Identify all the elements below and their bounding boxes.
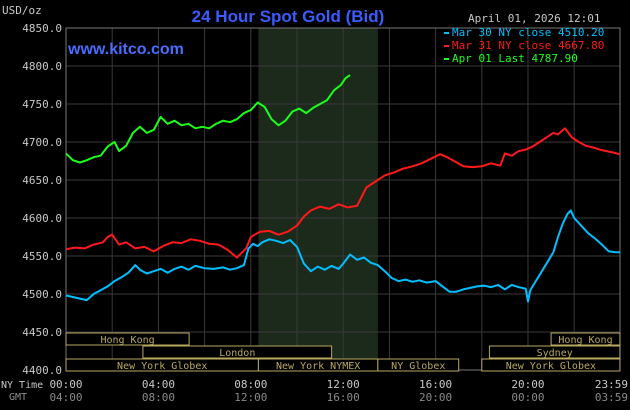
market-sessions: Hong Kong London New York Globex New York N… [65,332,621,372]
market-session-label: Hong Kong [100,335,154,346]
y-tick-label: 4400.0 [22,364,62,377]
legend-label: Mar 31 NY close 4667.80 [452,39,604,52]
timestamp: April 01, 2026 12:01 [468,12,600,25]
market-session-label: New York Globex [506,361,596,372]
nymex-shade-rect [258,28,378,370]
x-tick-label-gmt: 04:00 [49,391,82,404]
market-session-label: London [219,348,255,359]
y-tick-label: 4450.0 [22,326,62,339]
unit-label: USD/oz [2,4,42,17]
market-session-label: Sydney [537,348,573,359]
y-tick-label: 4700.0 [22,136,62,149]
x-tick-label-ny: 16:00 [419,378,452,391]
legend-swatch [444,58,449,60]
y-axis-ticks: 4850.0 4800.0 4750.0 4700.0 4650.0 4600.0 4550… [22,22,62,377]
watermark: www.kitco.com [67,41,184,58]
market-session: New York Globex [481,358,621,372]
y-tick-label: 4600.0 [22,212,62,225]
x-tick-label-gmt: 20:00 [419,391,452,404]
market-session: Hong Kong [65,332,190,346]
legend-swatch [444,32,449,34]
market-session: London [142,345,333,359]
y-tick-label: 4850.0 [22,22,62,35]
chart-title: 24 Hour Spot Gold (Bid) [192,7,385,26]
series-line [65,127,621,259]
x-tick-label-ny: 00:00 [49,378,82,391]
x-tick-label-gmt: 16:00 [327,391,360,404]
market-session: New York Globex [65,358,259,372]
market-session: Sydney [488,345,621,359]
market-session: NY Globex [377,358,460,372]
market-session-bar [481,358,621,372]
market-session-bar [142,345,333,359]
market-session-label: NY Globex [391,361,445,372]
market-session-bar [488,345,621,359]
market-session-bar [65,332,190,346]
x-label-ny: NY Time [1,380,43,391]
market-session-label: Hong Kong [558,335,612,346]
series-line [65,209,620,303]
x-tick-label-gmt: 00:00 [511,391,544,404]
y-tick-label: 4800.0 [22,60,62,73]
market-session-label: New York NYMEX [276,361,360,372]
x-tick-label-ny: 12:00 [327,378,360,391]
price-series [65,74,621,303]
legend-label: Apr 01 Last 4787.90 [452,52,578,65]
legend-item: Apr 01 Last 4787.90 [444,52,578,65]
legend-item: Mar 30 NY close 4510.20 [444,26,604,39]
market-session-bar [377,358,460,372]
y-tick-label: 4650.0 [22,174,62,187]
x-tick-label-gmt: 08:00 [142,391,175,404]
y-tick-label: 4550.0 [22,250,62,263]
legend-swatch [444,45,449,47]
y-tick-label: 4500.0 [22,288,62,301]
legend-label: Mar 30 NY close 4510.20 [452,26,604,39]
y-tick-label: 4750.0 [22,98,62,111]
x-tick-label-gmt: 03:59 [595,391,628,404]
x-tick-label-ny: 08:00 [234,378,267,391]
market-session-bar [550,332,621,346]
market-session: Hong Kong [550,332,621,346]
legend-item: Mar 31 NY close 4667.80 [444,39,604,52]
market-session-label: New York Globex [117,361,207,372]
market-session: New York NYMEX [257,358,379,372]
x-tick-label-ny: 20:00 [511,378,544,391]
x-label-gmt: GMT [9,392,27,403]
x-tick-label-ny: 23:59 [595,378,628,391]
nymex-session-shade [258,28,378,370]
series-line [65,74,351,164]
x-tick-label-ny: 04:00 [142,378,175,391]
x-tick-label-gmt: 12:00 [234,391,267,404]
x-axis-ticks: 00:00 04:00 08:00 12:00 16:00 20:00 23:5904:00… [49,378,628,404]
